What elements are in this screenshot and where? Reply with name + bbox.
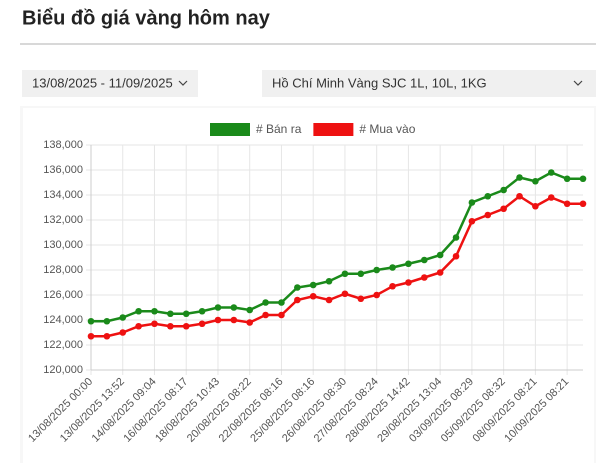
point [373, 291, 380, 299]
point [167, 322, 174, 330]
date-dropdown[interactable] [22, 70, 198, 97]
point [500, 186, 507, 194]
y-tick-label: 130,000 [43, 239, 83, 251]
legend-swatch [210, 123, 250, 136]
point [341, 290, 349, 298]
point [579, 200, 587, 208]
point [532, 202, 539, 210]
point [563, 175, 571, 183]
point [294, 296, 301, 304]
point [214, 316, 222, 324]
point [214, 304, 222, 311]
point [294, 284, 301, 291]
point [198, 307, 206, 315]
point [87, 317, 95, 325]
point [135, 307, 142, 315]
chevron [178, 80, 188, 86]
point [436, 269, 444, 276]
point [452, 252, 460, 260]
point [182, 310, 190, 318]
point [182, 322, 190, 330]
point [119, 329, 127, 336]
point [389, 282, 396, 290]
point [405, 260, 412, 268]
y-tick-label: 124,000 [43, 314, 83, 326]
point [516, 192, 523, 200]
point [103, 332, 111, 340]
point [230, 304, 238, 311]
date-range: 13/08/2025 - 11/09/2025 [32, 75, 173, 90]
legend-label: # Bán ra [256, 122, 302, 136]
y-tick-label: 136,000 [43, 164, 83, 176]
point [103, 317, 111, 325]
legend-swatch [313, 123, 354, 136]
point [167, 310, 174, 318]
point [278, 299, 285, 306]
point [547, 169, 555, 176]
point [325, 296, 333, 304]
point [198, 320, 206, 328]
point [516, 174, 523, 181]
y-tick-label: 138,000 [43, 139, 83, 151]
point [468, 199, 476, 206]
point [405, 279, 412, 286]
point [468, 217, 476, 225]
point [436, 251, 444, 259]
point [579, 175, 587, 183]
point [563, 200, 571, 208]
point [119, 314, 127, 321]
point [357, 295, 365, 303]
chevron [573, 80, 583, 86]
point [484, 211, 492, 219]
point [420, 256, 428, 264]
point [341, 270, 349, 278]
point [246, 319, 254, 326]
page-title: Biểu đồ giá vàng hôm nay [22, 7, 271, 29]
y-tick-label: 132,000 [43, 214, 83, 226]
point [373, 266, 380, 274]
y-tick-label: 122,000 [43, 339, 83, 351]
product: Hồ Chí Minh Vàng SJC 1L, 10L, 1KG [272, 75, 487, 90]
point [230, 316, 238, 324]
point [500, 205, 507, 213]
point [389, 264, 396, 271]
point [246, 306, 254, 314]
point [484, 192, 492, 200]
point [135, 322, 142, 330]
y-tick-label: 120,000 [43, 364, 83, 376]
point [262, 311, 269, 319]
point [151, 320, 158, 328]
point [420, 274, 428, 281]
point [262, 299, 269, 306]
point [452, 234, 460, 241]
point [309, 292, 317, 300]
y-tick-label: 128,000 [43, 264, 83, 276]
point [547, 194, 555, 201]
point [151, 307, 158, 315]
point [278, 311, 285, 319]
point [309, 281, 317, 289]
product-dropdown[interactable] [262, 70, 596, 97]
point [325, 277, 333, 285]
y-tick-label: 134,000 [43, 189, 83, 201]
point [87, 332, 95, 340]
point [532, 177, 539, 185]
point [357, 270, 365, 278]
legend-label: # Mua vào [359, 122, 415, 136]
y-tick-label: 126,000 [43, 289, 83, 301]
